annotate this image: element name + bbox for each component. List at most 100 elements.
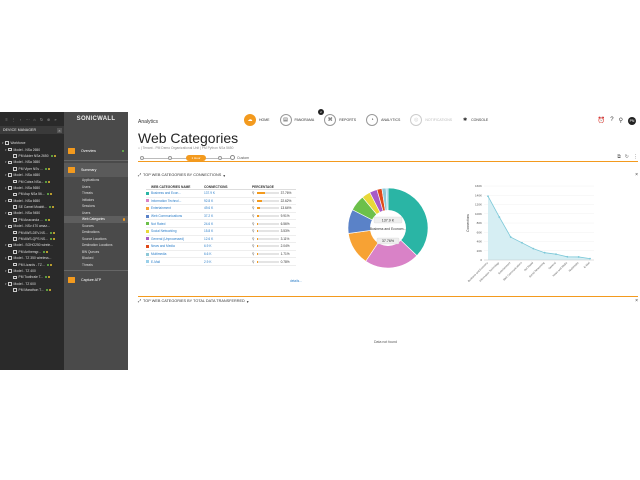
close-icon[interactable]: × (635, 298, 638, 304)
more-icon[interactable]: ⋮ (633, 154, 638, 160)
device-tree-item[interactable]: ▾ Model - NSa 5650 (0, 185, 64, 191)
table-row[interactable]: Web Communications 37.2 K ⚲ 9.91% (146, 213, 296, 221)
chevron-down-icon[interactable]: ▾ (5, 147, 7, 152)
checkbox[interactable] (13, 237, 17, 241)
checkbox[interactable] (5, 141, 9, 145)
checkbox[interactable] (13, 167, 17, 171)
table-row[interactable]: Information Technol... 92.8 K ⚲ 22.62% (146, 198, 296, 206)
checkbox[interactable] (13, 205, 17, 209)
data-point[interactable] (555, 253, 557, 256)
column-header[interactable]: PERCENTAGE (252, 184, 274, 189)
zoom-icon[interactable]: ⚲ (252, 191, 255, 196)
chevron-down-icon[interactable]: ▾ (5, 269, 7, 273)
checkbox[interactable] (8, 173, 12, 177)
topnav-console[interactable]: ✱ CONSOLE (462, 114, 488, 126)
checkbox[interactable] (8, 147, 12, 152)
device-tree-item[interactable]: PM Asp NSa 56... (0, 191, 64, 197)
checkbox[interactable] (13, 192, 17, 197)
topnav-notifications[interactable]: ◎ NOTIFICATIONS (410, 114, 452, 126)
checkbox[interactable] (8, 224, 12, 229)
checkbox[interactable] (8, 269, 12, 273)
submenu-item[interactable]: Sessions (82, 203, 128, 210)
table-row[interactable]: Social Networking 15.8 K ⚲ 3.53% (146, 228, 296, 236)
topnav-reports[interactable]: ⌘ REPORTS (324, 114, 356, 126)
panel-header-data-transferred[interactable]: ⤢ TOP WEB CATEGORIES BY TOTAL DATA TRANS… (138, 296, 638, 304)
connections-line-chart[interactable]: 0 20K 40K 60K 80K 100K 120K 140K 160K Connections… (462, 180, 622, 298)
checkbox[interactable] (8, 198, 12, 203)
device-tool-icon[interactable]: ⋮ (11, 116, 16, 122)
submenu-item[interactable]: Destinations (82, 229, 128, 236)
data-point[interactable] (521, 241, 523, 244)
device-tree-item[interactable]: ▾ Model - NSa 3650 (0, 159, 64, 165)
submenu-item[interactable]: Threats (82, 262, 128, 269)
category-link[interactable]: Social Networking (151, 229, 177, 234)
category-link[interactable]: Web Communications (151, 214, 183, 219)
slider-range-label[interactable]: 1 Hour (186, 155, 206, 161)
table-row[interactable]: General (Unprocessed) 12.6 K ⚲ 3.11% (146, 236, 296, 244)
details-link[interactable]: details... (290, 279, 302, 283)
chevron-down-icon[interactable]: ▾ (246, 299, 249, 304)
checkbox[interactable] (13, 154, 17, 158)
connections-cell[interactable]: 24.6 K (204, 221, 214, 226)
data-point[interactable] (509, 236, 512, 238)
category-link[interactable]: Multimedia (151, 252, 167, 257)
device-tree-item[interactable]: PM Lizards - TZ... (0, 261, 64, 267)
device-tool-icon[interactable]: » (54, 116, 57, 122)
device-tree-item[interactable]: ▾ Model - TZ 400 (0, 268, 64, 274)
device-tree-item[interactable]: SE Camel Moabit... (0, 204, 64, 210)
chevron-down-icon[interactable]: ▾ (223, 173, 226, 178)
zoom-icon[interactable]: ⚲ (252, 236, 255, 241)
submenu-item[interactable]: Destination Locations (82, 242, 128, 249)
device-tree-item[interactable]: PM Toothrale T... (0, 274, 64, 280)
device-tree-item[interactable]: PM Cobra NSa... (0, 178, 64, 184)
device-tree-item[interactable]: PM Anaconda ... (0, 217, 64, 223)
connections-cell[interactable]: 6.6 K (204, 252, 212, 257)
device-tree-item[interactable]: ▾ Model - TZ 600 (0, 281, 64, 287)
device-tool-icon[interactable]: ≡ (5, 116, 8, 122)
collapse-icon[interactable]: ⤢ (138, 299, 142, 303)
zoom-icon[interactable]: ⚲ (252, 244, 255, 249)
device-tree-item[interactable]: PM Viper NSv ... (0, 166, 64, 172)
device-tree-item[interactable]: ▾ Model - NSa 6650 (0, 198, 64, 204)
location-icon[interactable]: ⚲ (618, 118, 623, 124)
chevron-down-icon[interactable]: ▾ (5, 243, 7, 248)
pie-slice[interactable] (387, 187, 429, 257)
submenu-item[interactable]: Web Categories (64, 216, 128, 223)
checkbox[interactable] (13, 218, 17, 222)
breadcrumb[interactable]: ⌂ | Tenant - PM Demo Organizational Unit… (138, 146, 234, 150)
connections-cell[interactable]: 37.2 K (204, 214, 214, 219)
chevron-down-icon[interactable]: ▾ (5, 211, 7, 216)
device-tool-icon[interactable]: ⋯ (25, 116, 30, 122)
zoom-icon[interactable]: ⚲ (252, 198, 255, 203)
device-tree-item[interactable]: ▾ Workforce (0, 140, 64, 146)
popout-icon[interactable]: ⧉ (617, 154, 621, 160)
chevron-down-icon[interactable]: ▾ (5, 160, 7, 165)
checkbox[interactable] (8, 186, 12, 190)
checkbox[interactable] (8, 211, 12, 216)
category-link[interactable]: Entertainment (151, 206, 171, 211)
device-tool-icon[interactable]: ⌂ (33, 116, 36, 122)
submenu-item[interactable]: Blocked (82, 255, 128, 262)
nav-overview[interactable]: Overview (64, 144, 128, 158)
device-tree-item[interactable]: ▾ Model - NSa 2650 (0, 146, 64, 152)
checkbox[interactable] (13, 288, 17, 292)
checkbox[interactable] (8, 243, 12, 248)
checkbox[interactable] (8, 282, 12, 286)
chevron-down-icon[interactable]: ▾ (5, 185, 7, 190)
checkbox[interactable] (8, 160, 12, 165)
table-row[interactable]: Not Rated 24.6 K ⚲ 6.56% (146, 220, 296, 228)
close-icon[interactable]: × (57, 127, 62, 133)
close-icon[interactable]: × (635, 172, 638, 178)
help-icon[interactable]: ? (610, 117, 614, 123)
submenu-item[interactable]: Source Locations (82, 236, 128, 243)
nav-capture-atp[interactable]: Capture ATP (64, 273, 128, 287)
checkbox[interactable] (8, 256, 12, 260)
column-header[interactable]: CONNECTIONS (204, 184, 228, 189)
data-point[interactable] (498, 216, 501, 218)
device-tree-item[interactable]: ▾ Model - SOHO250 wirele... (0, 242, 64, 248)
slider-knob-start[interactable] (140, 156, 144, 160)
device-tool-icon[interactable]: ↻ (39, 116, 44, 122)
device-tree-item[interactable]: PM Adder NSa 2650 (0, 153, 64, 159)
connections-cell[interactable]: 15.8 K (204, 229, 214, 234)
connections-cell[interactable]: 92.8 K (204, 198, 214, 203)
